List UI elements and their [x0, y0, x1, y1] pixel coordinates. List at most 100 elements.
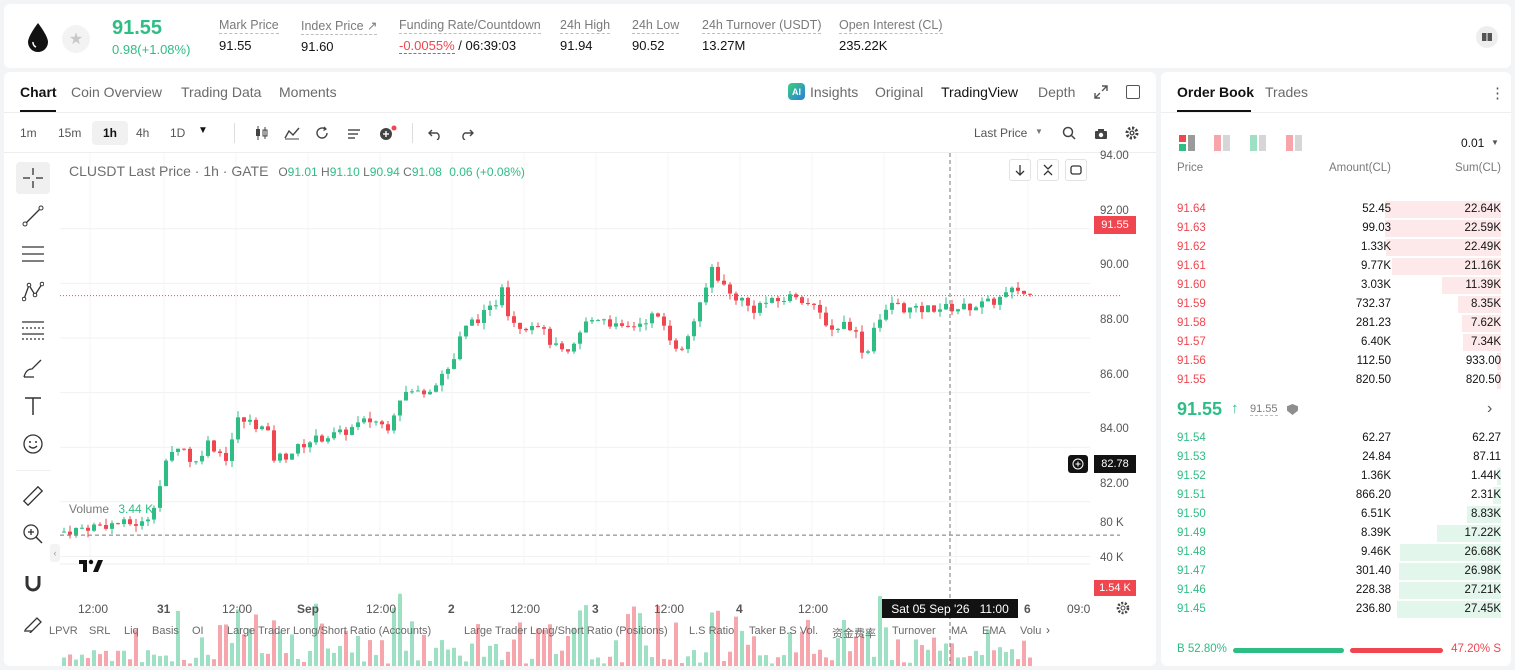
view-bids-icon[interactable]	[1250, 135, 1266, 156]
emoji-tool-icon[interactable]	[16, 428, 50, 460]
timeframe-dropdown-icon[interactable]: ▼	[198, 125, 208, 136]
indicator-item[interactable]: Taker B.S Vol.	[749, 625, 819, 637]
templates-icon[interactable]	[347, 127, 361, 145]
trend-line-tool-icon[interactable]	[16, 200, 50, 232]
pattern-tool-icon[interactable]	[16, 276, 50, 308]
ask-price[interactable]: 91.60	[1177, 279, 1206, 291]
indicator-item[interactable]: Large Trader Long/Short Ratio (Accounts)	[227, 625, 432, 637]
precision-chevron-icon[interactable]: ▼	[1491, 138, 1499, 147]
indicator-scroll-right-icon[interactable]: ›	[1046, 623, 1050, 637]
ask-row[interactable]: 91.55 820.50 820.50	[1161, 371, 1511, 390]
ask-row[interactable]: 91.63 99.03 22.59K	[1161, 219, 1511, 238]
bid-price[interactable]: 91.45	[1177, 603, 1206, 615]
ask-price[interactable]: 91.61	[1177, 260, 1206, 272]
bid-price[interactable]: 91.46	[1177, 584, 1206, 596]
bid-price[interactable]: 91.50	[1177, 508, 1206, 520]
bid-row[interactable]: 91.45 236.80 27.45K	[1161, 600, 1511, 619]
favorite-star-icon[interactable]: ★	[62, 25, 90, 53]
indicator-item[interactable]: Volu	[1020, 625, 1042, 637]
timeframe-1h[interactable]: 1h	[92, 121, 128, 145]
ask-price[interactable]: 91.56	[1177, 355, 1206, 367]
camera-icon[interactable]	[1094, 127, 1108, 145]
tab-order-book[interactable]: Order Book	[1177, 84, 1255, 100]
precision-select[interactable]: 0.01	[1461, 136, 1485, 150]
ask-row[interactable]: 91.62 1.33K 22.49K	[1161, 238, 1511, 257]
scroll-down-arrow-icon[interactable]	[1009, 159, 1031, 181]
window-mode-icon[interactable]	[1126, 85, 1140, 99]
redo-icon[interactable]	[460, 127, 474, 145]
ask-price[interactable]: 91.58	[1177, 317, 1206, 329]
ask-price[interactable]: 91.59	[1177, 298, 1206, 310]
ask-price[interactable]: 91.62	[1177, 241, 1206, 253]
indicator-item[interactable]: LPVR	[49, 625, 78, 637]
indicator-item[interactable]: Basis	[152, 625, 179, 637]
search-icon[interactable]	[1062, 126, 1076, 145]
fibonacci-tool-icon[interactable]	[16, 314, 50, 346]
ask-price[interactable]: 91.57	[1177, 336, 1206, 348]
refresh-icon[interactable]	[315, 126, 329, 145]
ask-row[interactable]: 91.57 6.40K 7.34K	[1161, 333, 1511, 352]
bid-row[interactable]: 91.54 62.27 62.27	[1161, 429, 1511, 448]
bid-price[interactable]: 91.52	[1177, 470, 1206, 482]
undo-icon[interactable]	[428, 127, 442, 145]
indicator-item[interactable]: Liq	[124, 625, 139, 637]
magnet-tool-icon[interactable]	[16, 568, 50, 600]
bid-row[interactable]: 91.48 9.46K 26.68K	[1161, 543, 1511, 562]
indicator-item[interactable]: EMA	[982, 625, 1006, 637]
bid-row[interactable]: 91.46 228.38 27.21K	[1161, 581, 1511, 600]
indicators-icon[interactable]	[284, 126, 300, 145]
bid-price[interactable]: 91.47	[1177, 565, 1206, 577]
zoom-in-tool-icon[interactable]	[16, 518, 50, 550]
ask-row[interactable]: 91.56 112.50 933.00	[1161, 352, 1511, 371]
price-mode-chevron-icon[interactable]: ▼	[1035, 127, 1043, 136]
view-asks-icon[interactable]	[1214, 135, 1230, 156]
lock-drawing-tool-icon[interactable]	[16, 606, 50, 638]
tab-trading-data[interactable]: Trading Data	[181, 84, 262, 100]
ask-row[interactable]: 91.61 9.77K 21.16K	[1161, 257, 1511, 276]
book-icon[interactable]	[1476, 26, 1498, 48]
view-original[interactable]: Original	[875, 84, 924, 100]
bid-row[interactable]: 91.47 301.40 26.98K	[1161, 562, 1511, 581]
price-chart[interactable]	[60, 153, 1156, 666]
timeframe-1m[interactable]: 1m	[20, 126, 37, 140]
ask-price[interactable]: 91.55	[1177, 374, 1206, 386]
horizontal-lines-tool-icon[interactable]	[16, 238, 50, 270]
time-axis-settings-icon[interactable]	[1116, 601, 1130, 620]
more-options-icon[interactable]: ⋮	[1490, 85, 1505, 102]
tab-chart[interactable]: Chart	[20, 84, 57, 100]
bid-row[interactable]: 91.49 8.39K 17.22K	[1161, 524, 1511, 543]
ask-row[interactable]: 91.64 52.45 22.64K	[1161, 200, 1511, 219]
add-alert-icon[interactable]	[378, 125, 398, 146]
price-mode-select[interactable]: Last Price	[974, 126, 1028, 140]
bid-row[interactable]: 91.51 866.20 2.31K	[1161, 486, 1511, 505]
brush-tool-icon[interactable]	[16, 352, 50, 384]
timeframe-4h[interactable]: 4h	[136, 126, 150, 140]
bid-row[interactable]: 91.53 24.84 87.11	[1161, 448, 1511, 467]
mid-chevron-right-icon[interactable]: ›	[1487, 400, 1493, 417]
bid-price[interactable]: 91.48	[1177, 546, 1206, 558]
ask-row[interactable]: 91.58 281.23 7.62K	[1161, 314, 1511, 333]
indicator-item[interactable]: L.S Ratio	[689, 625, 735, 637]
timeframe-1d[interactable]: 1D	[170, 126, 186, 140]
view-both-icon[interactable]	[1179, 135, 1195, 156]
bid-price[interactable]: 91.49	[1177, 527, 1206, 539]
ask-price[interactable]: 91.63	[1177, 222, 1206, 234]
ask-row[interactable]: 91.59 732.37 8.35K	[1161, 295, 1511, 314]
candles-icon[interactable]	[254, 126, 270, 145]
view-depth[interactable]: Depth	[1038, 84, 1076, 100]
view-tradingview[interactable]: TradingView	[941, 84, 1019, 100]
stat-index-price[interactable]: Index Price ↗ 91.60	[301, 19, 378, 54]
ask-price[interactable]: 91.64	[1177, 203, 1206, 215]
indicator-item[interactable]: 资金费率	[832, 628, 876, 640]
bid-row[interactable]: 91.50 6.51K 8.83K	[1161, 505, 1511, 524]
bid-price[interactable]: 91.54	[1177, 432, 1206, 444]
bid-row[interactable]: 91.52 1.36K 1.44K	[1161, 467, 1511, 486]
indicator-item[interactable]: OI	[192, 625, 204, 637]
crosshair-tool-icon[interactable]	[16, 162, 50, 194]
timeframe-15m[interactable]: 15m	[58, 126, 82, 140]
crosshair-add-icon[interactable]	[1068, 455, 1088, 473]
indicator-item[interactable]: Large Trader Long/Short Ratio (Positions…	[464, 625, 668, 637]
collapse-toolbar-chevron-icon[interactable]: ‹	[50, 544, 60, 562]
tab-trades[interactable]: Trades	[1265, 84, 1309, 100]
collapse-arrows-icon[interactable]	[1037, 159, 1059, 181]
